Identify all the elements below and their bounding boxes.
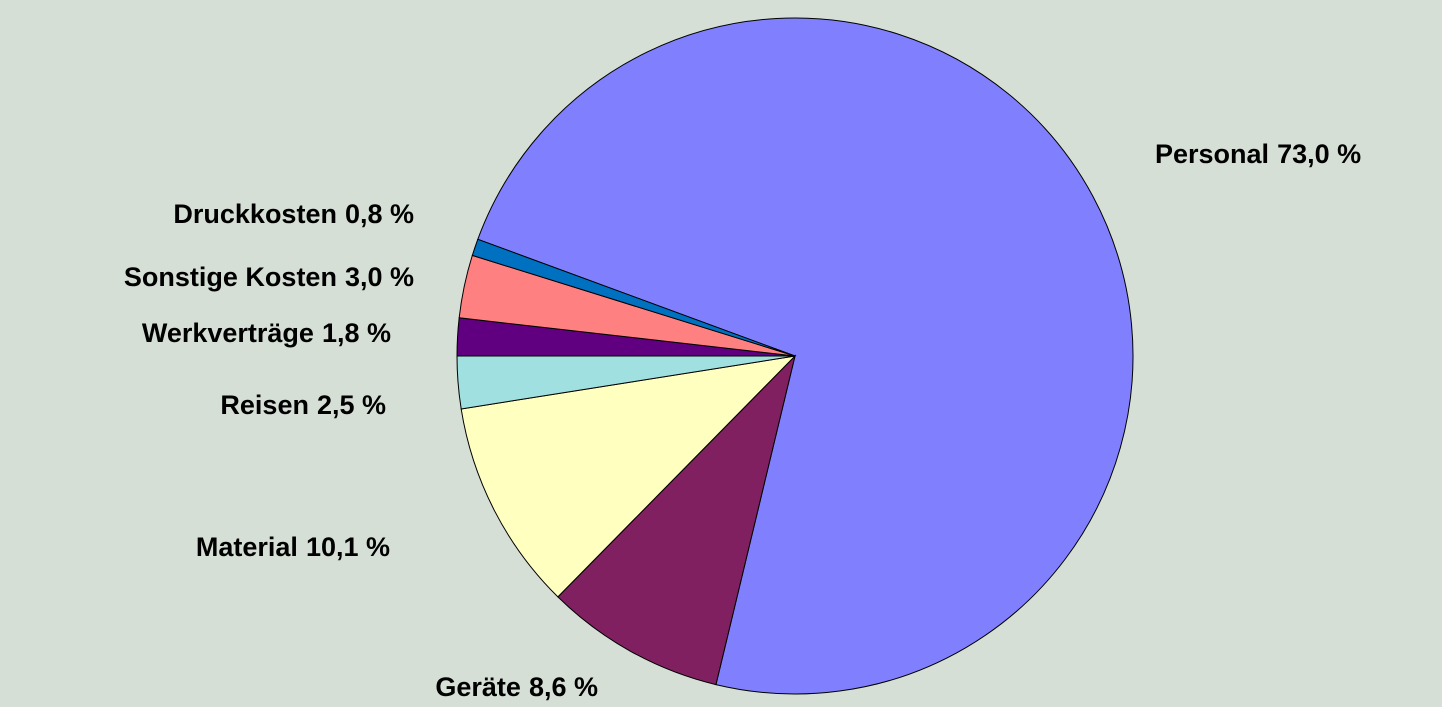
pie-slice bbox=[460, 355, 797, 598]
slice-value: 10,1 % bbox=[306, 532, 390, 562]
slice-category: Personal bbox=[1155, 139, 1269, 169]
slice-value: 3,0 % bbox=[345, 262, 414, 292]
slice-label: Druckkosten 0,8 % bbox=[173, 199, 414, 229]
slice-value: 1,8 % bbox=[322, 318, 391, 348]
slice-value: 0,8 % bbox=[345, 199, 414, 229]
slice-category: Druckkosten bbox=[173, 199, 337, 229]
slice-label: Werkverträge 1,8 % bbox=[142, 318, 391, 348]
pie-slice bbox=[471, 238, 796, 357]
slice-label: Geräte 8,6 % bbox=[435, 672, 598, 702]
slice-value: 2,5 % bbox=[317, 390, 386, 420]
slice-category: Material bbox=[196, 532, 298, 562]
slice-value: 8,6 % bbox=[529, 672, 598, 702]
slice-label: Sonstige Kosten 3,0 % bbox=[124, 262, 414, 292]
slice-label: Material 10,1 % bbox=[196, 532, 390, 562]
slice-value: 73,0 % bbox=[1277, 139, 1361, 169]
pie-slice bbox=[477, 17, 1134, 695]
slice-label: Personal 73,0 % bbox=[1155, 139, 1361, 169]
slice-category: Geräte bbox=[435, 672, 521, 702]
slice-label: Reisen 2,5 % bbox=[220, 390, 386, 420]
slice-category: Werkverträge bbox=[142, 318, 314, 348]
slice-category: Sonstige Kosten bbox=[124, 262, 337, 292]
slice-category: Reisen bbox=[220, 390, 309, 420]
pie-slice bbox=[557, 354, 796, 686]
